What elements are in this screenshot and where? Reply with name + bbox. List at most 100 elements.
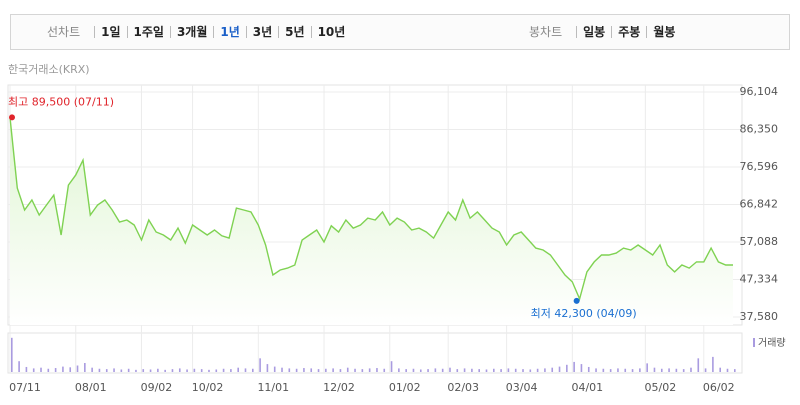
volume-bar xyxy=(441,368,444,372)
period-button[interactable]: 10년 xyxy=(310,26,352,38)
volume-bar xyxy=(310,368,313,372)
period-button[interactable]: 1주일 xyxy=(126,26,170,38)
volume-bar xyxy=(493,368,495,372)
volume-bar xyxy=(500,369,502,372)
volume-bar xyxy=(456,369,459,372)
volume-bar xyxy=(412,368,415,372)
source: 한국거래소(KRX) xyxy=(8,63,90,76)
volume-bar xyxy=(434,368,437,372)
volume-bar xyxy=(712,356,714,372)
volume-bar xyxy=(704,368,707,372)
volume-bar xyxy=(98,368,101,372)
volume-bar xyxy=(390,361,393,372)
volume-bar xyxy=(266,364,269,372)
volume-bar xyxy=(273,366,276,372)
volume-bar xyxy=(376,368,378,372)
volume-bar xyxy=(69,367,72,372)
volume-bar xyxy=(325,368,327,372)
volume-bar xyxy=(726,368,729,372)
volume-bar xyxy=(164,369,166,372)
volume-bar xyxy=(354,368,356,372)
volume-bar xyxy=(617,368,619,372)
volume-bar xyxy=(40,367,42,372)
x-tick-label: 08/01 xyxy=(75,381,107,394)
volume-bar xyxy=(522,369,524,372)
volume-bar xyxy=(602,368,605,372)
volume-bar xyxy=(135,369,137,372)
period-button[interactable]: 3개월 xyxy=(169,26,213,38)
volume-frame xyxy=(7,332,743,374)
period-button[interactable]: 5년 xyxy=(278,26,310,38)
volume-bar xyxy=(259,358,261,372)
volume-bar xyxy=(54,368,57,372)
price-line xyxy=(9,117,733,302)
x-tick-label: 11/01 xyxy=(257,381,289,394)
volume-bar xyxy=(113,368,115,372)
volume-bar xyxy=(734,369,736,372)
x-tick-label: 06/02 xyxy=(703,381,735,394)
period-button[interactable]: 1일 xyxy=(94,26,126,38)
volume-bar xyxy=(398,368,400,372)
volume-bar xyxy=(368,368,371,372)
toolbar: 선차트 1일 1주일 3개월 1년 3년 5년 10년 봉차트 일봉 주봉 월봉 xyxy=(10,14,790,50)
volume-bar xyxy=(580,364,583,372)
volume-bar xyxy=(719,367,721,372)
volume-bar xyxy=(383,368,386,372)
volume-bar xyxy=(529,369,532,372)
volume-bar xyxy=(463,368,466,372)
period-button[interactable]: 3년 xyxy=(245,26,278,38)
volume-bar xyxy=(157,368,159,372)
x-tick-label: 02/03 xyxy=(447,381,479,394)
volume-bar xyxy=(186,369,188,372)
volume-bar xyxy=(237,367,239,372)
chart-type-label[interactable]: 봉차트 xyxy=(529,25,563,39)
volume-bar xyxy=(281,367,283,372)
volume-bar xyxy=(295,368,298,372)
volume-bar xyxy=(208,369,210,372)
candle-period-button[interactable]: 월봉 xyxy=(646,26,681,38)
y-tick-label: 57,088 xyxy=(740,235,779,248)
volume-bar xyxy=(646,363,648,372)
volume-bar xyxy=(332,368,334,372)
volume-bar xyxy=(105,369,108,372)
volume-bar xyxy=(660,368,663,372)
chart-type-label[interactable]: 선차트 xyxy=(47,25,81,39)
volume-bar xyxy=(47,368,50,372)
volume-bar xyxy=(551,367,554,372)
area-fill xyxy=(10,117,733,326)
volume-bar xyxy=(405,369,407,372)
volume-bar xyxy=(339,369,342,372)
volume-bar xyxy=(478,369,480,372)
volume-bar xyxy=(675,368,678,372)
volume-bar xyxy=(62,366,64,372)
volume-bar xyxy=(11,337,13,372)
x-tick-label: 07/11 xyxy=(9,381,41,394)
volume-bar xyxy=(566,364,568,372)
candle-chart-group: 봉차트 일봉 주봉 월봉 xyxy=(523,15,681,49)
volume-bar xyxy=(230,369,232,372)
volume-bar xyxy=(558,366,561,372)
volume-bar xyxy=(346,367,349,372)
low-marker xyxy=(573,297,580,304)
volume-bar xyxy=(84,363,86,372)
y-tick-label: 37,580 xyxy=(740,310,779,323)
volume-bar xyxy=(682,369,685,372)
high-label: 최고 89,500 (07/11) xyxy=(8,95,114,108)
volume-bar xyxy=(507,368,510,372)
volume-bar xyxy=(178,368,181,372)
volume-bar xyxy=(171,369,174,372)
x-tick-label: 10/02 xyxy=(192,381,224,394)
volume-bar xyxy=(193,368,196,372)
candle-period-button[interactable]: 일봉 xyxy=(576,26,611,38)
candle-period-button[interactable]: 주봉 xyxy=(611,26,646,38)
low-label: 최저 42,300 (04/09) xyxy=(531,307,637,320)
period-button[interactable]: 1년 xyxy=(213,26,245,38)
volume-bar xyxy=(631,369,634,372)
volume-bar xyxy=(142,369,145,372)
x-tick-label: 12/02 xyxy=(323,381,355,394)
volume-bar xyxy=(668,368,670,372)
volume-bar xyxy=(18,361,20,372)
y-tick-label: 76,596 xyxy=(740,160,779,173)
volume-bar xyxy=(288,368,291,372)
